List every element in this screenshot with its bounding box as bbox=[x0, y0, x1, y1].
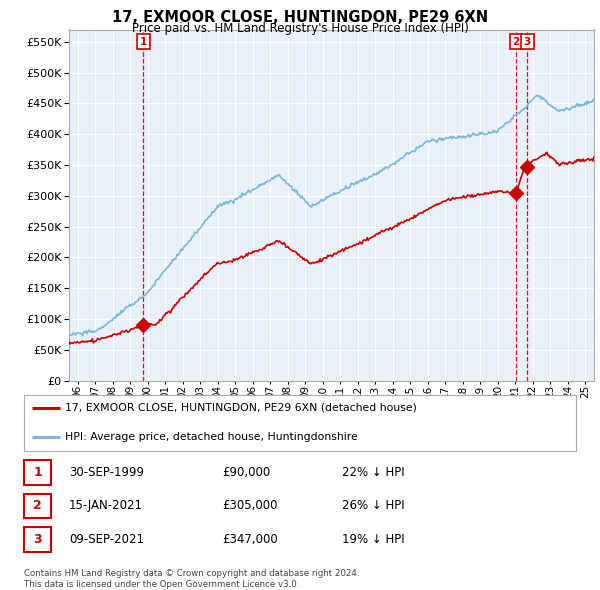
Text: £305,000: £305,000 bbox=[222, 499, 277, 513]
Text: 22% ↓ HPI: 22% ↓ HPI bbox=[342, 466, 404, 479]
Text: 30-SEP-1999: 30-SEP-1999 bbox=[69, 466, 144, 479]
Text: 3: 3 bbox=[33, 533, 42, 546]
Text: 15-JAN-2021: 15-JAN-2021 bbox=[69, 499, 143, 513]
Text: 09-SEP-2021: 09-SEP-2021 bbox=[69, 533, 144, 546]
Text: 2: 2 bbox=[33, 499, 42, 513]
Text: £347,000: £347,000 bbox=[222, 533, 278, 546]
Text: 17, EXMOOR CLOSE, HUNTINGDON, PE29 6XN: 17, EXMOOR CLOSE, HUNTINGDON, PE29 6XN bbox=[112, 10, 488, 25]
Text: 17, EXMOOR CLOSE, HUNTINGDON, PE29 6XN (detached house): 17, EXMOOR CLOSE, HUNTINGDON, PE29 6XN (… bbox=[65, 402, 417, 412]
Text: Price paid vs. HM Land Registry's House Price Index (HPI): Price paid vs. HM Land Registry's House … bbox=[131, 22, 469, 35]
Text: 3: 3 bbox=[524, 37, 531, 47]
Text: 1: 1 bbox=[33, 466, 42, 479]
Text: 26% ↓ HPI: 26% ↓ HPI bbox=[342, 499, 404, 513]
Text: 1: 1 bbox=[140, 37, 147, 47]
Text: 2: 2 bbox=[512, 37, 520, 47]
Text: Contains HM Land Registry data © Crown copyright and database right 2024.
This d: Contains HM Land Registry data © Crown c… bbox=[24, 569, 359, 589]
Text: HPI: Average price, detached house, Huntingdonshire: HPI: Average price, detached house, Hunt… bbox=[65, 432, 358, 442]
Text: £90,000: £90,000 bbox=[222, 466, 270, 479]
Text: 19% ↓ HPI: 19% ↓ HPI bbox=[342, 533, 404, 546]
